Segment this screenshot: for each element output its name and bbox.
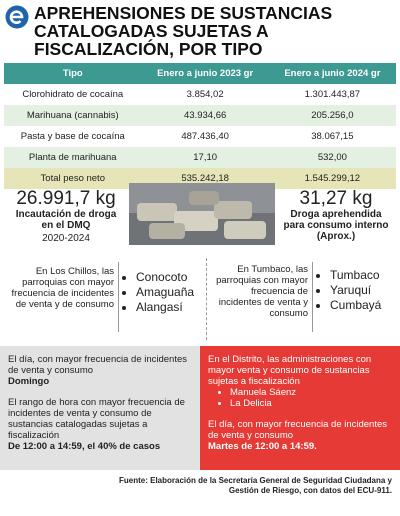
table-header: Tipo Enero a junio 2023 gr Enero a junio 2…	[4, 63, 396, 84]
list-item: La Delicia	[230, 398, 392, 409]
stat-value: 26.991,7 kg	[16, 188, 116, 209]
divider	[312, 262, 315, 332]
stat-label: Droga aprehendida para consumo interno (…	[283, 209, 389, 242]
table-body: Clorohidrato de cocaína 3.854,02 1.301.443…	[4, 84, 396, 189]
table-cell: 1.545.299,12	[268, 168, 396, 189]
parish-list: ConocotoAmaguañaAlangasí	[124, 270, 216, 315]
divider	[118, 262, 121, 332]
table-cell: Total peso neto	[4, 168, 142, 189]
box-highlight: Martes de 12:00 a 14:59.	[208, 441, 317, 452]
table-cell: Marihuana (cannabis)	[4, 105, 142, 126]
table-row: Marihuana (cannabis) 43.934,66 205.256,0	[4, 105, 396, 126]
stat-value: 31,27 kg	[299, 188, 373, 209]
parish-text: En Tumbaco, las parroquias con mayor fre…	[216, 264, 308, 319]
table-cell: 487.436,40	[181, 131, 229, 142]
logo	[5, 5, 29, 29]
list-item: Amaguaña	[136, 285, 216, 300]
table-row: Clorohidrato de cocaína 3.854,02 1.301.443…	[4, 84, 396, 105]
table-cell: 3.854,02	[186, 89, 224, 100]
list-item: Tumbaco	[330, 268, 400, 283]
box-highlight: Domingo	[8, 376, 50, 387]
admin-list: Manuela SáenzLa Delicia	[208, 387, 392, 409]
table-cell: Pasta y base de cocaína	[20, 131, 125, 142]
list-item: Yaruquí	[330, 283, 400, 298]
table-cell: 1.301.443,87	[304, 89, 361, 100]
box-text: En el Distrito, las administraciones con…	[208, 354, 372, 387]
table-cell: Clorohidrato de cocaína	[22, 89, 124, 100]
list-item: Alangasí	[136, 300, 216, 315]
column-header: Tipo	[4, 63, 142, 84]
table-cell: 43.934,66	[141, 105, 269, 126]
table-cell: 532,00	[268, 147, 396, 168]
table-row: Pasta y base de cocaína 487.436,40 38.067,…	[4, 126, 396, 147]
stat-period: 2020-2024	[42, 233, 90, 244]
table-cell: 205.256,0	[268, 105, 396, 126]
info-box: En el Distrito, las administraciones con…	[200, 346, 400, 470]
table-cell: Planta de marihuana	[4, 147, 142, 168]
source: Fuente: Elaboración de la Secretaría Gen…	[119, 476, 392, 495]
box-text: El día, con mayor frecuencia de incident…	[208, 419, 388, 441]
table-cell: 38.067,15	[311, 131, 354, 142]
photo	[129, 183, 275, 245]
table-row: Planta de marihuana 17,10 532,00	[4, 147, 396, 168]
list-item: Conocoto	[136, 270, 216, 285]
stat-label: Incautación de droga en el DMQ	[15, 209, 117, 231]
info-box: El día, con mayor frecuencia de incident…	[0, 346, 200, 470]
list-item: Cumbayá	[330, 298, 400, 313]
box-text: El día, con mayor frecuencia de incident…	[8, 354, 188, 376]
divider	[206, 258, 207, 340]
column-header: Enero a junio 2024 gr	[268, 63, 396, 84]
list-item: Manuela Sáenz	[230, 387, 392, 398]
parish-text: En Los Chillos, las parroquias con mayor…	[11, 266, 114, 310]
data-table: Tipo Enero a junio 2023 gr Enero a junio 2…	[4, 63, 396, 189]
title: APREHENSIONES DE SUSTANCIAS CATALOGADAS …	[34, 3, 333, 59]
box-highlight: De 12:00 a 14:59, el 40% de casos	[8, 441, 161, 452]
column-header: Enero a junio 2023 gr	[141, 63, 269, 84]
table-cell: 17,10	[141, 147, 269, 168]
box-text: El rango de hora con mayor frecuencia de…	[8, 397, 185, 441]
parish-list: TumbacoYaruquíCumbayá	[318, 268, 400, 313]
